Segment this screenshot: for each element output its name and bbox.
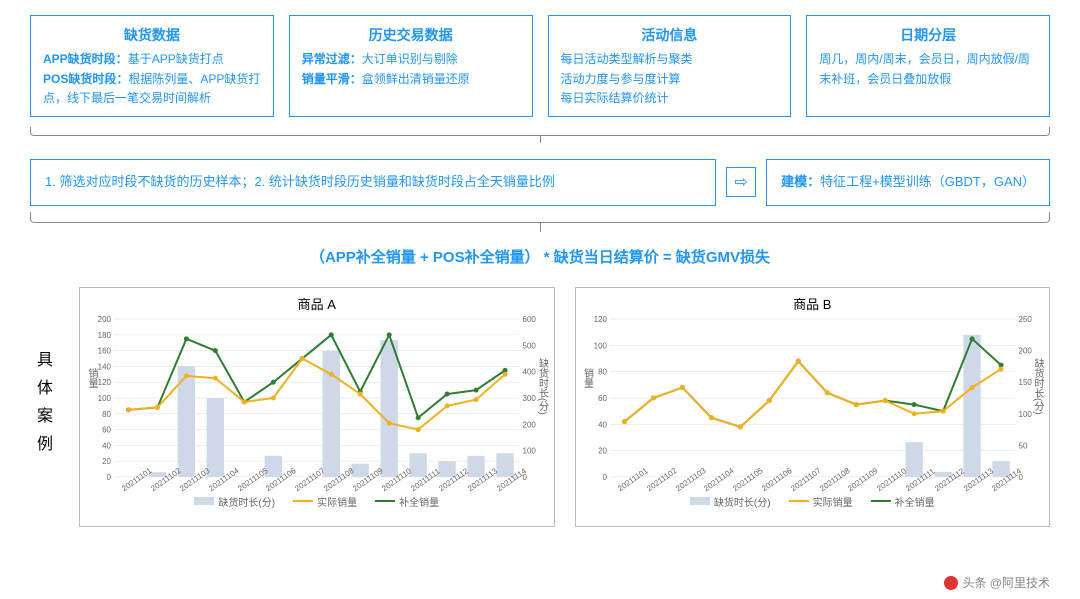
- chart-b-xlabels: 2021110120211102202111032021110420211105…: [576, 479, 1050, 488]
- charts-row: 具体案例 商品 A 销量 缺货时长(分) 0204060801001201401…: [30, 287, 1050, 527]
- legend-bar: 缺货时长(分): [690, 494, 771, 509]
- svg-text:20: 20: [102, 457, 111, 466]
- svg-text:160: 160: [98, 346, 112, 355]
- top-boxes-row: 缺货数据APP缺货时段：基于APP缺货打点POS缺货时段：根据陈列量、APP缺货…: [30, 15, 1050, 117]
- watermark-icon: [944, 576, 958, 590]
- top-box-0: 缺货数据APP缺货时段：基于APP缺货打点POS缺货时段：根据陈列量、APP缺货…: [30, 15, 274, 117]
- svg-text:100: 100: [523, 446, 537, 455]
- formula: （APP补全销量 + POS补全销量） * 缺货当日结算价 = 缺货GMV损失: [30, 246, 1050, 267]
- top-box-3: 日期分层周几，周内/周末，会员日，周内放假/周末补班，会员日叠加放假: [806, 15, 1050, 117]
- legend-bar: 缺货时长(分): [194, 494, 275, 509]
- legend-actual: 实际销量: [789, 494, 853, 509]
- chart-a-title: 商品 A: [80, 294, 554, 313]
- svg-text:500: 500: [523, 341, 537, 350]
- svg-text:120: 120: [98, 378, 112, 387]
- svg-text:60: 60: [598, 394, 607, 403]
- svg-text:80: 80: [598, 367, 607, 376]
- svg-text:200: 200: [523, 420, 537, 429]
- svg-text:250: 250: [1018, 315, 1032, 324]
- chart-b-title: 商品 B: [576, 294, 1050, 313]
- svg-text:120: 120: [593, 315, 607, 324]
- legend-actual: 实际销量: [293, 494, 357, 509]
- svg-text:180: 180: [98, 331, 112, 340]
- chart-b-svg: 020406080100120050100150200250: [576, 313, 1050, 483]
- chart-a-svg: 0204060801001201401601802000100200300400…: [80, 313, 554, 483]
- chart-b: 商品 B 销量 缺货时长(分) 020406080100120050100150…: [575, 287, 1051, 527]
- svg-text:100: 100: [593, 341, 607, 350]
- svg-text:40: 40: [598, 420, 607, 429]
- legend-filled: 补全销量: [375, 494, 439, 509]
- bracket-mid: [30, 208, 1050, 228]
- chart-a-legend: 缺货时长(分) 实际销量 补全销量: [80, 494, 554, 509]
- case-label: 具体案例: [30, 351, 54, 463]
- top-box-2: 活动信息每日活动类型解析与聚类活动力度与参与度计算每日实际结算价统计: [548, 15, 792, 117]
- filter-step-box: 1. 筛选对应时段不缺货的历史样本；2. 统计缺货时段历史销量和缺货时段占全天销…: [30, 159, 716, 206]
- svg-text:60: 60: [102, 425, 111, 434]
- svg-text:140: 140: [98, 362, 112, 371]
- chart-b-ylabel-left: 销量: [580, 368, 595, 388]
- chart-a-ylabel-right: 缺货时长(分): [535, 358, 550, 415]
- svg-text:200: 200: [98, 315, 112, 324]
- chart-b-legend: 缺货时长(分) 实际销量 补全销量: [576, 494, 1050, 509]
- top-box-1: 历史交易数据异常过滤：大订单识别与剔除销量平滑：盒领鲜出清销量还原: [289, 15, 533, 117]
- svg-text:200: 200: [1018, 346, 1032, 355]
- svg-text:50: 50: [1018, 441, 1027, 450]
- watermark: 头条 @阿里技术: [944, 574, 1050, 591]
- chart-a-ylabel-left: 销量: [84, 368, 99, 388]
- svg-text:80: 80: [102, 410, 111, 419]
- model-text: 特征工程+模型训练（GBDT，GAN）: [820, 174, 1035, 189]
- svg-text:40: 40: [102, 441, 111, 450]
- arrow-icon: ⇨: [726, 167, 756, 197]
- mid-row: 1. 筛选对应时段不缺货的历史样本；2. 统计缺货时段历史销量和缺货时段占全天销…: [30, 159, 1050, 206]
- svg-text:100: 100: [98, 394, 112, 403]
- chart-b-ylabel-right: 缺货时长(分): [1030, 358, 1045, 415]
- model-box: 建模：特征工程+模型训练（GBDT，GAN）: [766, 159, 1050, 206]
- model-label: 建模：: [781, 174, 820, 189]
- svg-text:20: 20: [598, 446, 607, 455]
- svg-text:600: 600: [523, 315, 537, 324]
- legend-filled: 补全销量: [871, 494, 935, 509]
- bracket-top: [30, 119, 1050, 135]
- chart-a-xlabels: 2021110120211102202111032021110420211105…: [80, 479, 554, 488]
- chart-a: 商品 A 销量 缺货时长(分) 020406080100120140160180…: [79, 287, 555, 527]
